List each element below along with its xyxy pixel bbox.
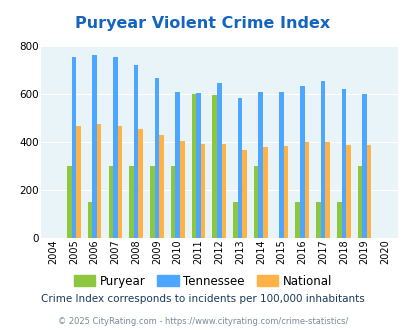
Bar	[341, 89, 345, 238]
Bar	[315, 202, 320, 238]
Bar	[304, 142, 309, 238]
Bar	[113, 57, 117, 238]
Bar	[216, 83, 221, 238]
Bar	[212, 95, 216, 238]
Text: © 2025 CityRating.com - https://www.cityrating.com/crime-statistics/: © 2025 CityRating.com - https://www.city…	[58, 317, 347, 326]
Bar	[196, 93, 200, 238]
Bar	[237, 98, 242, 238]
Bar	[324, 142, 329, 238]
Bar	[129, 166, 134, 238]
Bar	[345, 146, 350, 238]
Bar	[159, 135, 163, 238]
Bar	[362, 94, 366, 238]
Bar	[221, 144, 226, 238]
Bar	[258, 92, 262, 238]
Bar	[150, 166, 154, 238]
Bar	[92, 54, 97, 238]
Bar	[200, 144, 205, 238]
Bar	[357, 166, 362, 238]
Bar	[262, 147, 267, 238]
Bar	[320, 82, 324, 238]
Bar	[295, 202, 299, 238]
Legend: Puryear, Tennessee, National: Puryear, Tennessee, National	[69, 270, 336, 292]
Bar	[108, 166, 113, 238]
Bar	[366, 146, 371, 238]
Bar	[232, 202, 237, 238]
Bar	[171, 166, 175, 238]
Bar	[336, 202, 341, 238]
Bar	[71, 57, 76, 238]
Bar	[154, 78, 159, 238]
Bar	[279, 92, 283, 238]
Bar	[253, 166, 258, 238]
Bar	[87, 202, 92, 238]
Bar	[299, 86, 304, 238]
Bar	[97, 124, 101, 238]
Bar	[117, 126, 122, 238]
Text: Crime Index corresponds to incidents per 100,000 inhabitants: Crime Index corresponds to incidents per…	[41, 294, 364, 304]
Bar	[179, 142, 184, 238]
Bar	[283, 146, 288, 238]
Text: Puryear Violent Crime Index: Puryear Violent Crime Index	[75, 16, 330, 31]
Bar	[138, 129, 143, 238]
Bar	[191, 94, 196, 238]
Bar	[175, 92, 179, 238]
Bar	[134, 65, 138, 238]
Bar	[76, 126, 81, 238]
Bar	[67, 166, 71, 238]
Bar	[242, 149, 246, 238]
